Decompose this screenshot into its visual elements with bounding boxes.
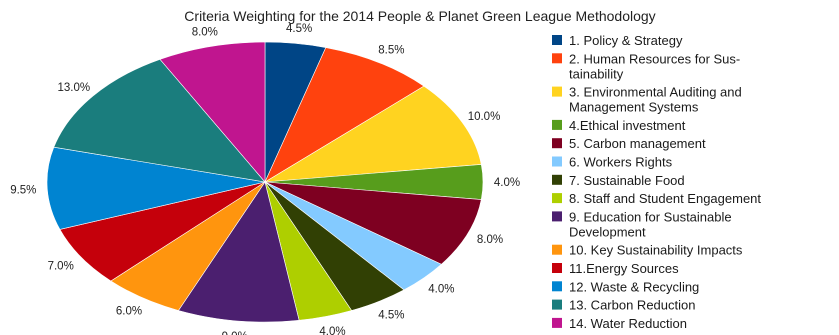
legend-label-5: 5. Carbon management: [569, 136, 706, 151]
legend-swatch-3: [552, 86, 562, 97]
legend-swatch-4: [552, 119, 562, 130]
legend-swatch-12: [552, 281, 562, 292]
legend-swatch-13: [552, 299, 562, 310]
legend-swatch-14: [552, 317, 562, 328]
pie: [46, 41, 484, 323]
slice-label-4: 4.0%: [494, 177, 520, 189]
pie-slice-14: [159, 41, 266, 183]
legend-label-3-line-2: Management Systems: [569, 100, 699, 115]
legend-swatch-1: [552, 35, 562, 45]
slice-label-3: 10.0%: [468, 111, 501, 123]
legend-label-13: 13. Carbon Reduction: [569, 298, 695, 313]
legend-label-9-line-2: Development: [569, 224, 646, 239]
slice-label-12: 9.5%: [10, 184, 36, 196]
chart-title: Criteria Weighting for the 2014 People &…: [184, 8, 655, 24]
legend-item-8: 8. Staff and Student Engagement: [552, 191, 761, 206]
pie-slice-13: [53, 58, 266, 183]
legend-item-4: 4.Ethical investment: [552, 118, 686, 133]
pie-slice-2: [264, 47, 425, 183]
legend-swatch-5: [552, 138, 562, 149]
legend-item-12: 12. Waste & Recycling: [552, 279, 699, 294]
legend-item-14: 14. Water Reduction: [552, 316, 687, 331]
legend-item-5: 5. Carbon management: [552, 136, 706, 151]
legend-label-8: 8. Staff and Student Engagement: [569, 191, 761, 206]
legend-swatch-11: [552, 263, 562, 273]
legend-label-7: 7. Sustainable Food: [569, 173, 685, 188]
slice-label-7: 4.5%: [378, 310, 404, 322]
slice-label-14: 8.0%: [192, 27, 218, 39]
legend: 1. Policy & Strategy 2. Human Resources f…: [552, 33, 761, 331]
pie-slice-5: [264, 181, 482, 265]
legend-label-12: 12. Waste & Recycling: [569, 279, 699, 294]
legend-label-14: 14. Water Reduction: [569, 316, 687, 331]
legend-item-13: 13. Carbon Reduction: [552, 298, 695, 313]
legend-item-10: 10. Key Sustainability Impacts: [552, 243, 743, 258]
legend-item-11: 11.Energy Sources: [552, 261, 679, 276]
legend-label-6: 6. Workers Rights: [569, 155, 673, 170]
legend-label-9-line-1: 9. Education for Sustainable: [569, 209, 732, 224]
slice-label-11: 7.0%: [48, 260, 74, 272]
slice-label-9: 9.0%: [222, 331, 248, 335]
slice-label-6: 4.0%: [428, 283, 454, 295]
legend-swatch-2: [552, 53, 562, 64]
legend-item-3: 3. Environmental Auditing andManagement …: [552, 85, 742, 115]
pie-slice-3: [264, 85, 482, 183]
legend-label-2-line-2: tainability: [569, 66, 624, 81]
legend-label-2-line-1: 2. Human Resources for Sus-: [569, 51, 740, 66]
legend-swatch-10: [552, 244, 562, 255]
slice-label-1: 4.5%: [286, 23, 312, 35]
slice-label-8: 4.0%: [319, 326, 345, 335]
slice-label-10: 6.0%: [116, 306, 142, 318]
legend-swatch-7: [552, 174, 562, 185]
legend-swatch-8: [552, 193, 562, 204]
slice-label-5: 8.0%: [477, 234, 503, 246]
slice-label-13: 13.0%: [57, 82, 90, 94]
legend-swatch-6: [552, 156, 562, 167]
legend-label-10: 10. Key Sustainability Impacts: [569, 243, 743, 258]
legend-item-2: 2. Human Resources for Sus-tainability: [552, 51, 740, 81]
legend-item-7: 7. Sustainable Food: [552, 173, 685, 188]
legend-label-1: 1. Policy & Strategy: [569, 33, 683, 48]
legend-label-11: 11.Energy Sources: [569, 261, 679, 276]
pie-slice-9: [177, 181, 300, 323]
legend-swatch-9: [552, 211, 562, 222]
legend-item-1: 1. Policy & Strategy: [552, 33, 683, 48]
legend-label-3-line-1: 3. Environmental Auditing and: [569, 85, 742, 100]
legend-item-6: 6. Workers Rights: [552, 155, 673, 170]
slice-labels: 4.5% 8.5% 10.0% 4.0% 8.0% 4.0% 4.5% 4.0% 9.0% 6.0…: [10, 23, 520, 335]
slice-label-2: 8.5%: [378, 45, 404, 57]
pie-slice-12: [46, 146, 266, 230]
legend-label-4: 4.Ethical investment: [569, 118, 686, 133]
